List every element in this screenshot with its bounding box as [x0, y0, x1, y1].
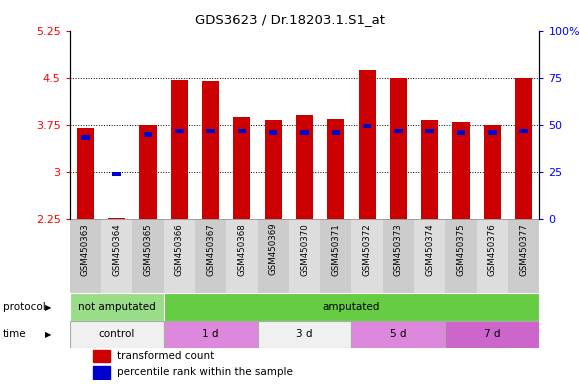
- Bar: [327, 119, 345, 219]
- Bar: [202, 81, 219, 219]
- Text: protocol: protocol: [3, 302, 46, 312]
- Bar: [477, 219, 508, 293]
- Bar: [101, 219, 132, 293]
- Text: time: time: [3, 329, 27, 339]
- Text: GSM450377: GSM450377: [519, 223, 528, 276]
- Text: GSM450373: GSM450373: [394, 223, 403, 276]
- Bar: [358, 70, 376, 219]
- Text: GSM450368: GSM450368: [237, 223, 246, 276]
- Text: GSM450376: GSM450376: [488, 223, 497, 276]
- Bar: [70, 219, 101, 293]
- Bar: [77, 128, 94, 219]
- Text: GSM450372: GSM450372: [362, 223, 372, 276]
- Bar: [70, 293, 164, 321]
- Bar: [445, 321, 539, 348]
- Text: GSM450363: GSM450363: [81, 223, 90, 276]
- Text: GSM450367: GSM450367: [206, 223, 215, 276]
- Text: GSM450369: GSM450369: [269, 223, 278, 275]
- Bar: [226, 219, 258, 293]
- Text: 3 d: 3 d: [296, 329, 313, 339]
- Bar: [508, 219, 539, 293]
- Bar: [238, 129, 246, 133]
- Bar: [484, 125, 501, 219]
- Text: control: control: [99, 329, 135, 339]
- Bar: [132, 219, 164, 293]
- Bar: [195, 219, 226, 293]
- Bar: [515, 78, 532, 219]
- Bar: [164, 219, 195, 293]
- Text: transformed count: transformed count: [117, 351, 214, 361]
- Text: GDS3623 / Dr.18203.1.S1_at: GDS3623 / Dr.18203.1.S1_at: [195, 13, 385, 26]
- Bar: [296, 116, 313, 219]
- Bar: [175, 129, 183, 133]
- Bar: [144, 132, 152, 136]
- Bar: [206, 129, 215, 133]
- Bar: [139, 125, 157, 219]
- Text: ▶: ▶: [45, 330, 51, 339]
- Bar: [445, 219, 477, 293]
- Bar: [108, 218, 125, 219]
- Text: GSM450364: GSM450364: [112, 223, 121, 276]
- Bar: [332, 130, 340, 135]
- Bar: [269, 130, 277, 135]
- Bar: [414, 219, 445, 293]
- Bar: [452, 122, 470, 219]
- Bar: [351, 321, 445, 348]
- Bar: [264, 120, 282, 219]
- Bar: [363, 124, 371, 128]
- Bar: [520, 129, 528, 133]
- Bar: [113, 172, 121, 176]
- Text: GSM450375: GSM450375: [456, 223, 466, 276]
- Text: GSM450366: GSM450366: [175, 223, 184, 276]
- Bar: [488, 130, 496, 135]
- Bar: [164, 293, 539, 321]
- Text: GSM450371: GSM450371: [331, 223, 340, 276]
- Bar: [390, 78, 407, 219]
- Bar: [300, 130, 309, 135]
- Bar: [383, 219, 414, 293]
- Text: 5 d: 5 d: [390, 329, 407, 339]
- Text: GSM450374: GSM450374: [425, 223, 434, 276]
- Bar: [351, 219, 383, 293]
- Bar: [81, 135, 89, 140]
- Text: GSM450370: GSM450370: [300, 223, 309, 276]
- Text: percentile rank within the sample: percentile rank within the sample: [117, 367, 292, 377]
- Text: 1 d: 1 d: [202, 329, 219, 339]
- Text: amputated: amputated: [323, 302, 380, 312]
- Bar: [93, 349, 110, 362]
- Bar: [171, 80, 188, 219]
- Bar: [233, 118, 251, 219]
- Bar: [258, 321, 351, 348]
- Bar: [394, 129, 403, 133]
- Text: GSM450365: GSM450365: [143, 223, 153, 276]
- Bar: [70, 321, 164, 348]
- Bar: [421, 120, 438, 219]
- Bar: [93, 366, 110, 379]
- Bar: [164, 321, 258, 348]
- Bar: [258, 219, 289, 293]
- Bar: [426, 129, 434, 133]
- Text: 7 d: 7 d: [484, 329, 501, 339]
- Text: ▶: ▶: [45, 303, 51, 311]
- Bar: [457, 130, 465, 135]
- Bar: [320, 219, 351, 293]
- Text: not amputated: not amputated: [78, 302, 155, 312]
- Bar: [289, 219, 320, 293]
